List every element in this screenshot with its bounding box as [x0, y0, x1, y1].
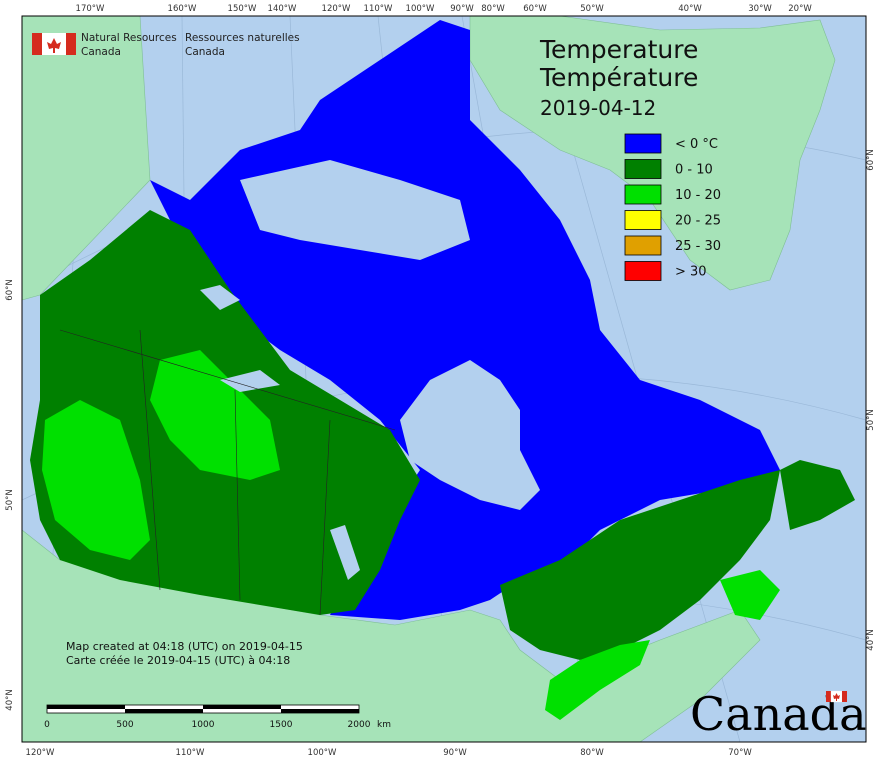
top-tick-label: 50°W	[580, 4, 604, 14]
legend-swatch	[624, 210, 662, 230]
legend-label: 10 - 20	[675, 188, 721, 203]
bottom-tick-label: 80°W	[580, 748, 604, 758]
zone-10-20	[150, 350, 280, 480]
scale-tick-label: 1500	[270, 720, 293, 730]
scale-tick-label: 500	[116, 720, 133, 730]
top-tick-label: 20°W	[788, 4, 812, 14]
lake-winnipeg	[330, 525, 360, 580]
zone-10-20-bc	[42, 400, 150, 560]
agency-en-line2: Canada	[81, 46, 121, 58]
right-tick-label: 50°N	[866, 409, 876, 430]
legend-swatch	[624, 133, 662, 154]
top-tick-label: 80°W	[481, 4, 505, 14]
bottom-tick-label: 70°W	[728, 748, 752, 758]
canada-temperature	[30, 20, 855, 720]
top-tick-label: 170°W	[76, 4, 105, 14]
zone-0-10-newfoundland	[780, 460, 855, 530]
legend-swatch	[624, 184, 662, 205]
top-tick-label: 90°W	[450, 4, 474, 14]
top-tick-labels: 170°W 160°W 150°W 140°W 120°W 110°W 100°W 90°W 8…	[76, 4, 813, 14]
bottom-tick-label: 100°W	[308, 748, 337, 758]
left-tick-labels: 60°N 50°N 40°N	[5, 279, 15, 710]
bottom-tick-labels: 120°W 110°W 100°W 90°W 80°W 70°W	[26, 748, 753, 758]
map-frame	[21, 15, 867, 743]
boundaries	[59, 329, 396, 616]
canada-flag-icon	[32, 33, 76, 55]
agency-fr-line1: Ressources naturelles	[185, 32, 300, 44]
scale-tick-label: 2000	[348, 720, 371, 730]
top-tick-label: 160°W	[168, 4, 197, 14]
credit-french: Carte créée le 2019-04-15 (UTC) à 04:18	[66, 654, 290, 667]
arctic-channels	[240, 160, 470, 260]
agency-fr-line2: Canada	[185, 46, 225, 58]
scale-labels: 0 500 1000 1500 2000	[44, 720, 371, 730]
scale-unit: km	[377, 720, 391, 730]
great-slave-lake	[220, 370, 280, 392]
agency-block: Natural Resources Canada Ressources natu…	[32, 32, 300, 58]
right-tick-labels: 60°N 50°N 40°N	[866, 149, 876, 650]
bottom-tick-label: 120°W	[26, 748, 55, 758]
legend-label: 20 - 25	[675, 214, 721, 229]
bottom-tick-label: 110°W	[176, 748, 205, 758]
scale-tick-label: 1000	[192, 720, 215, 730]
left-tick-label: 50°N	[5, 489, 15, 510]
title-english: Temperature	[539, 35, 698, 64]
legend-swatch	[624, 261, 662, 281]
right-tick-label: 60°N	[866, 149, 876, 170]
scale-bar: 0 500 1000 1500 2000 km	[44, 704, 391, 730]
hudson-bay	[400, 360, 540, 510]
legend-label: 0 - 10	[675, 163, 713, 178]
zone-0-10-east	[500, 470, 780, 660]
top-tick-label: 100°W	[406, 4, 435, 14]
credit-english: Map created at 04:18 (UTC) on 2019-04-15	[66, 640, 303, 653]
left-tick-label: 60°N	[5, 279, 15, 300]
bottom-tick-label: 90°W	[443, 748, 467, 758]
scale-tick-label: 0	[44, 720, 50, 730]
top-tick-label: 150°W	[228, 4, 257, 14]
zone-10-20-maritimes	[720, 570, 780, 620]
legend-label: > 30	[675, 265, 707, 280]
legend-label: < 0 °C	[675, 137, 718, 152]
legend-swatch	[624, 159, 662, 179]
top-tick-label: 120°W	[322, 4, 351, 14]
great-bear-lake	[200, 285, 240, 310]
wordmark-flag-icon	[826, 690, 847, 703]
agency-en-line1: Natural Resources	[81, 32, 177, 44]
zone-10-20-ontario	[545, 640, 650, 720]
waters	[200, 160, 540, 580]
canada-wordmark: Canada	[690, 687, 867, 741]
top-tick-label: 30°W	[748, 4, 772, 14]
title-french: Température	[539, 63, 698, 92]
right-tick-label: 40°N	[866, 629, 876, 650]
legend-label: 25 - 30	[675, 239, 721, 254]
top-tick-label: 40°W	[678, 4, 702, 14]
top-tick-label: 60°W	[523, 4, 547, 14]
map-date: 2019-04-12	[540, 96, 656, 120]
top-tick-label: 140°W	[268, 4, 297, 14]
legend: < 0 °C 0 - 10 10 - 20 20 - 25 25 - 30 > 30	[624, 133, 721, 281]
left-tick-label: 40°N	[5, 689, 15, 710]
legend-swatch	[624, 235, 662, 256]
top-tick-label: 110°W	[364, 4, 393, 14]
